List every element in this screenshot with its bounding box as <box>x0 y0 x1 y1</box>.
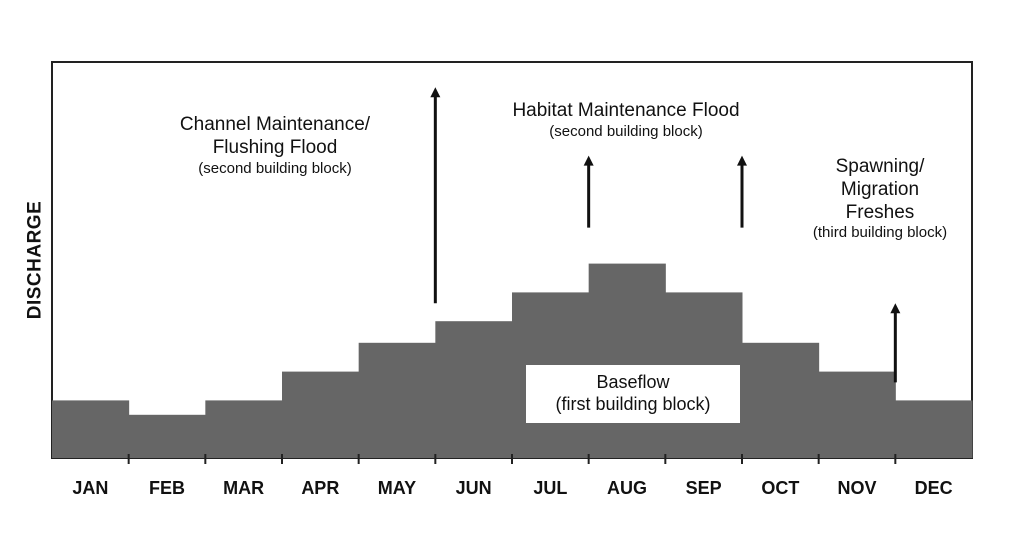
baseflow-label-box: Baseflow (first building block) <box>526 365 740 423</box>
baseflow-bar-jan <box>52 400 130 458</box>
baseflow-bar-jun <box>435 321 513 458</box>
baseflow-bar-nov <box>818 371 896 458</box>
x-axis-ticks <box>127 454 897 464</box>
x-tick-label-may: MAY <box>377 478 417 498</box>
baseflow-bar-oct <box>742 342 820 458</box>
x-tick-label-mar: MAR <box>223 478 265 498</box>
channel-maintenance-annotation: Channel Maintenance/ Flushing Flood (sec… <box>150 114 400 178</box>
x-tick-label-apr: APR <box>301 478 340 498</box>
x-tick-label-nov: NOV <box>837 478 877 498</box>
flood-arrows <box>430 87 901 383</box>
baseflow-sublabel: (first building block) <box>555 394 711 414</box>
x-tick-label-jul: JUL <box>533 478 568 498</box>
baseflow-bar-mar <box>205 400 283 458</box>
spawning-freshes-sublabel: (third building block) <box>812 224 948 242</box>
baseflow-bar-aug <box>588 263 666 458</box>
baseflow-bar-may <box>358 342 436 458</box>
channel-maintenance-sublabel: (second building block) <box>198 159 352 177</box>
habitat-maintenance-label: Habitat Maintenance Flood <box>512 100 740 121</box>
x-axis-month-labels: JAN FEB MAR APR MAY JUN JUL AUG SEP OCT NOV DEC <box>52 478 972 502</box>
x-tick-label-jan: JAN <box>72 478 109 498</box>
baseflow-bar-dec <box>895 400 973 458</box>
y-axis-label: DISCHARGE <box>24 200 46 320</box>
x-tick-label-dec: DEC <box>914 478 953 498</box>
x-tick-label-oct: OCT <box>761 478 800 498</box>
baseflow-bar-feb <box>128 414 206 458</box>
arrow-head-3 <box>737 155 747 166</box>
habitat-maintenance-annotation: Habitat Maintenance Flood (second buildi… <box>476 100 776 141</box>
baseflow-bar-apr <box>282 371 360 458</box>
arrow-head-2 <box>583 155 594 166</box>
x-tick-label-jun: JUN <box>455 478 492 498</box>
arrow-head-1 <box>430 87 441 98</box>
y-axis-label-container: DISCHARGE <box>20 160 50 360</box>
spawning-freshes-annotation: Spawning/ Migration Freshes (third build… <box>780 156 980 242</box>
habitat-maintenance-sublabel: (second building block) <box>549 122 703 140</box>
arrow-head-4 <box>890 303 901 314</box>
x-tick-label-sep: SEP <box>685 478 722 498</box>
channel-maintenance-label: Channel Maintenance/ Flushing Flood <box>179 114 371 158</box>
x-tick-label-feb: FEB <box>148 478 185 498</box>
baseflow-label: Baseflow <box>596 372 670 393</box>
x-tick-label-aug: AUG <box>606 478 647 498</box>
spawning-freshes-label: Spawning/ Migration Freshes <box>835 156 925 223</box>
